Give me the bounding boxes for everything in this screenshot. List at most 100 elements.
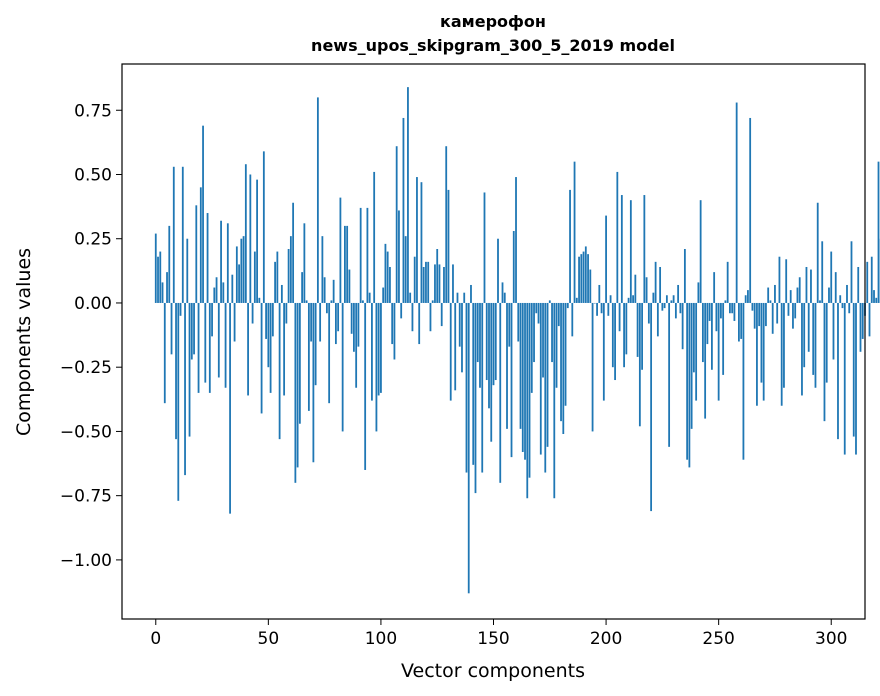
bar-183 (566, 302, 569, 309)
bar-134 (456, 292, 459, 303)
bar-173 (544, 302, 547, 473)
bar-149 (490, 302, 493, 442)
bar-60 (289, 236, 292, 303)
bar-177 (553, 302, 556, 499)
bar-320 (875, 297, 878, 303)
y-tick-label: −0.25 (60, 358, 112, 378)
bar-93 (364, 302, 367, 470)
bar-160 (515, 177, 517, 303)
bar-78 (330, 300, 333, 303)
bar-196 (596, 302, 598, 316)
bar-17 (193, 302, 195, 355)
bar-237 (688, 302, 691, 468)
y-axis-label: Components values (13, 248, 35, 436)
bar-0 (154, 233, 157, 303)
bar-38 (240, 238, 243, 303)
bar-241 (697, 282, 700, 303)
bar-34 (231, 274, 234, 303)
bar-255 (729, 302, 731, 314)
bar-213 (634, 274, 637, 303)
bar-15 (188, 302, 191, 437)
bar-204 (614, 302, 616, 381)
bar-195 (593, 302, 596, 304)
bar-209 (625, 302, 628, 355)
bar-64 (298, 302, 301, 424)
bar-131 (449, 302, 452, 401)
bar-281 (787, 302, 790, 316)
x-tick-label: 250 (702, 629, 734, 649)
bar-143 (476, 302, 479, 363)
bar-260 (740, 302, 743, 339)
bar-22 (204, 302, 207, 383)
bar-136 (461, 302, 463, 373)
bar-262 (744, 295, 747, 303)
bar-129 (445, 146, 448, 303)
x-axis-label: Vector components (401, 660, 585, 682)
bar-154 (501, 282, 504, 303)
bar-299 (828, 287, 830, 303)
bar-66 (303, 223, 306, 303)
bar-267 (756, 302, 758, 406)
bar-231 (674, 302, 677, 319)
bar-203 (611, 302, 614, 368)
bar-230 (672, 295, 675, 303)
bar-284 (794, 302, 797, 319)
bar-29 (220, 220, 222, 303)
bar-185 (571, 302, 574, 337)
bar-296 (821, 241, 824, 303)
bar-31 (224, 302, 227, 388)
bar-12 (181, 166, 184, 303)
bar-297 (823, 302, 826, 422)
bar-116 (416, 177, 418, 303)
bar-26 (213, 287, 216, 303)
bar-251 (720, 302, 722, 319)
bar-51 (269, 302, 272, 393)
bar-141 (472, 302, 475, 465)
bar-49 (265, 302, 267, 339)
bar-8 (172, 166, 175, 303)
bar-172 (542, 302, 544, 378)
bar-132 (452, 264, 454, 303)
bar-222 (654, 261, 657, 303)
bar-233 (679, 302, 682, 314)
y-tick-label: −0.50 (60, 422, 112, 442)
y-tick-label: 0.75 (74, 101, 112, 121)
bar-76 (325, 302, 328, 314)
bar-83 (341, 302, 344, 432)
bar-61 (292, 202, 295, 303)
y-tick-label: 0.00 (74, 294, 112, 314)
bar-261 (742, 302, 745, 460)
bar-25 (211, 302, 213, 337)
bar-28 (217, 302, 220, 378)
bar-286 (798, 277, 801, 303)
bar-272 (767, 287, 770, 303)
bar-266 (753, 302, 756, 329)
bar-311 (855, 302, 857, 455)
bar-318 (870, 256, 873, 303)
bar-130 (447, 189, 450, 303)
bar-70 (312, 302, 315, 463)
bar-157 (508, 302, 511, 347)
bar-45 (256, 179, 258, 303)
y-tick-label: 0.25 (74, 230, 112, 250)
bar-13 (184, 302, 186, 476)
bar-316 (866, 261, 869, 303)
bar-86 (348, 269, 351, 303)
bar-247 (711, 302, 713, 370)
bar-117 (418, 302, 421, 345)
bar-178 (555, 302, 558, 388)
bar-89 (355, 302, 358, 388)
bar-159 (512, 231, 515, 303)
bar-269 (760, 302, 763, 383)
bar-242 (699, 200, 702, 303)
bar-275 (774, 284, 776, 303)
bar-258 (735, 102, 738, 303)
bar-62 (294, 302, 297, 483)
bar-279 (783, 302, 785, 388)
bar-234 (681, 302, 684, 350)
bar-174 (546, 302, 549, 447)
bar-217 (643, 195, 646, 303)
bar-302 (834, 272, 837, 303)
bar-212 (632, 295, 634, 303)
bar-274 (771, 302, 774, 334)
